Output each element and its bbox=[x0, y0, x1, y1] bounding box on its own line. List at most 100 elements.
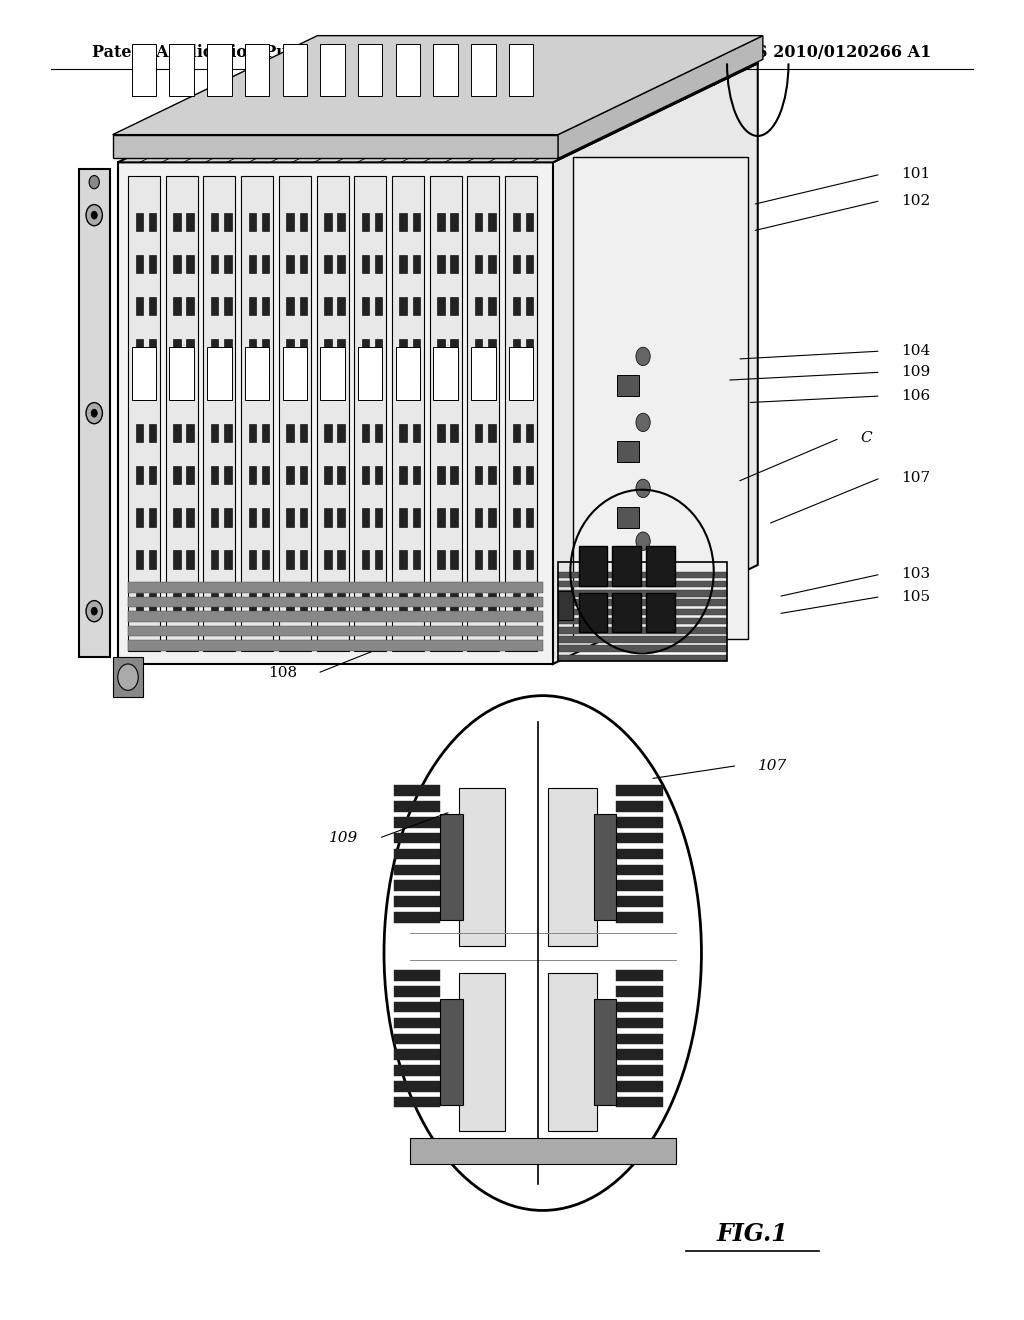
Bar bbox=[395, 44, 420, 96]
Bar bbox=[207, 347, 231, 400]
Circle shape bbox=[118, 664, 138, 690]
Bar bbox=[459, 788, 505, 946]
Circle shape bbox=[91, 607, 97, 615]
Bar bbox=[287, 508, 294, 527]
Text: 109: 109 bbox=[329, 832, 358, 845]
Bar bbox=[262, 381, 269, 400]
Text: C: C bbox=[860, 432, 871, 445]
Bar bbox=[488, 424, 496, 442]
Bar bbox=[437, 466, 444, 484]
Bar bbox=[475, 508, 482, 527]
Bar bbox=[135, 550, 143, 569]
Bar bbox=[224, 508, 231, 527]
Bar bbox=[128, 640, 543, 651]
Bar bbox=[375, 381, 383, 400]
Bar bbox=[616, 1018, 663, 1028]
Bar bbox=[394, 817, 440, 828]
Bar bbox=[437, 297, 444, 315]
Bar bbox=[395, 347, 420, 400]
Bar bbox=[399, 381, 407, 400]
Bar bbox=[324, 381, 332, 400]
Bar bbox=[186, 550, 194, 569]
Bar bbox=[324, 297, 332, 315]
Bar bbox=[616, 912, 663, 923]
Bar bbox=[413, 424, 420, 442]
Bar bbox=[186, 297, 194, 315]
Bar bbox=[358, 347, 383, 400]
Bar bbox=[211, 339, 218, 358]
Bar bbox=[224, 593, 231, 611]
Bar bbox=[300, 381, 307, 400]
Bar bbox=[224, 339, 231, 358]
Bar bbox=[375, 466, 383, 484]
Circle shape bbox=[91, 211, 97, 219]
Bar bbox=[148, 424, 157, 442]
Bar bbox=[394, 912, 440, 923]
Bar bbox=[79, 169, 110, 657]
Polygon shape bbox=[113, 36, 763, 135]
Bar bbox=[399, 508, 407, 527]
Bar bbox=[173, 339, 181, 358]
Bar bbox=[548, 788, 597, 946]
Bar bbox=[616, 1065, 663, 1076]
Bar bbox=[135, 508, 143, 527]
Bar bbox=[413, 255, 420, 273]
Bar bbox=[451, 466, 458, 484]
Bar bbox=[394, 1034, 440, 1044]
Bar bbox=[148, 550, 157, 569]
Bar bbox=[433, 347, 458, 400]
Bar bbox=[616, 817, 663, 828]
Bar bbox=[287, 213, 294, 231]
Bar bbox=[616, 970, 663, 981]
Bar bbox=[467, 176, 500, 651]
Bar bbox=[321, 44, 345, 96]
Bar bbox=[440, 814, 463, 920]
Bar bbox=[399, 424, 407, 442]
Bar bbox=[324, 508, 332, 527]
Bar bbox=[451, 213, 458, 231]
Bar bbox=[245, 44, 269, 96]
Bar bbox=[337, 339, 345, 358]
Bar bbox=[186, 593, 194, 611]
Bar bbox=[451, 339, 458, 358]
Bar bbox=[413, 381, 420, 400]
Bar bbox=[437, 381, 444, 400]
Bar bbox=[475, 297, 482, 315]
Bar bbox=[135, 381, 143, 400]
Bar bbox=[513, 424, 520, 442]
Bar bbox=[475, 424, 482, 442]
Bar bbox=[399, 550, 407, 569]
Bar bbox=[169, 347, 194, 400]
Bar bbox=[300, 550, 307, 569]
Bar bbox=[394, 865, 440, 875]
Bar bbox=[375, 550, 383, 569]
Bar bbox=[375, 508, 383, 527]
Bar bbox=[287, 593, 294, 611]
Bar bbox=[262, 339, 269, 358]
Bar bbox=[394, 986, 440, 997]
Text: 107: 107 bbox=[901, 471, 930, 484]
Bar bbox=[128, 611, 543, 622]
Bar bbox=[525, 297, 534, 315]
Bar bbox=[394, 1097, 440, 1107]
Bar bbox=[173, 593, 181, 611]
Circle shape bbox=[636, 413, 650, 432]
Bar bbox=[558, 562, 727, 661]
Bar bbox=[132, 44, 157, 96]
Bar bbox=[148, 508, 157, 527]
Bar bbox=[451, 381, 458, 400]
Bar bbox=[399, 255, 407, 273]
Bar bbox=[166, 176, 198, 651]
Bar bbox=[300, 593, 307, 611]
Bar bbox=[337, 297, 345, 315]
Bar bbox=[135, 593, 143, 611]
Bar bbox=[437, 424, 444, 442]
Bar bbox=[337, 381, 345, 400]
Bar bbox=[394, 896, 440, 907]
Bar bbox=[394, 785, 440, 796]
Bar bbox=[513, 339, 520, 358]
Bar bbox=[186, 255, 194, 273]
Bar bbox=[324, 466, 332, 484]
Bar bbox=[186, 508, 194, 527]
Bar bbox=[394, 970, 440, 981]
